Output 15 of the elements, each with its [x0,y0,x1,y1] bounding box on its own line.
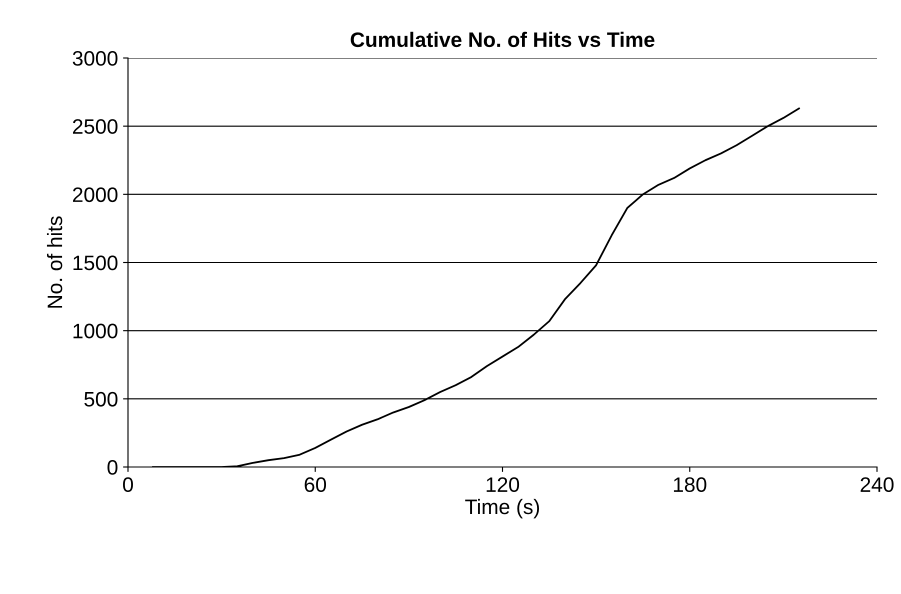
x-axis-title: Time (s) [465,498,540,518]
x-tick-label: 240 [860,477,894,492]
chart-title: Cumulative No. of Hits vs Time [350,32,654,48]
x-tick-label: 180 [674,477,706,492]
y-tick-label: 500 [84,392,118,407]
x-tick-label: 120 [486,477,520,492]
y-tick-label: 3000 [72,51,118,66]
x-tick-label: 60 [304,477,326,492]
y-tick-label: 0 [108,460,118,475]
x-tick-label: 0 [123,477,133,492]
y-axis-title: No. of hits [46,216,62,308]
y-tick-label: 2500 [72,119,118,134]
y-tick-label: 1500 [74,256,118,270]
y-tick-label: 1000 [74,324,118,338]
y-tick-label: 2000 [72,187,118,202]
